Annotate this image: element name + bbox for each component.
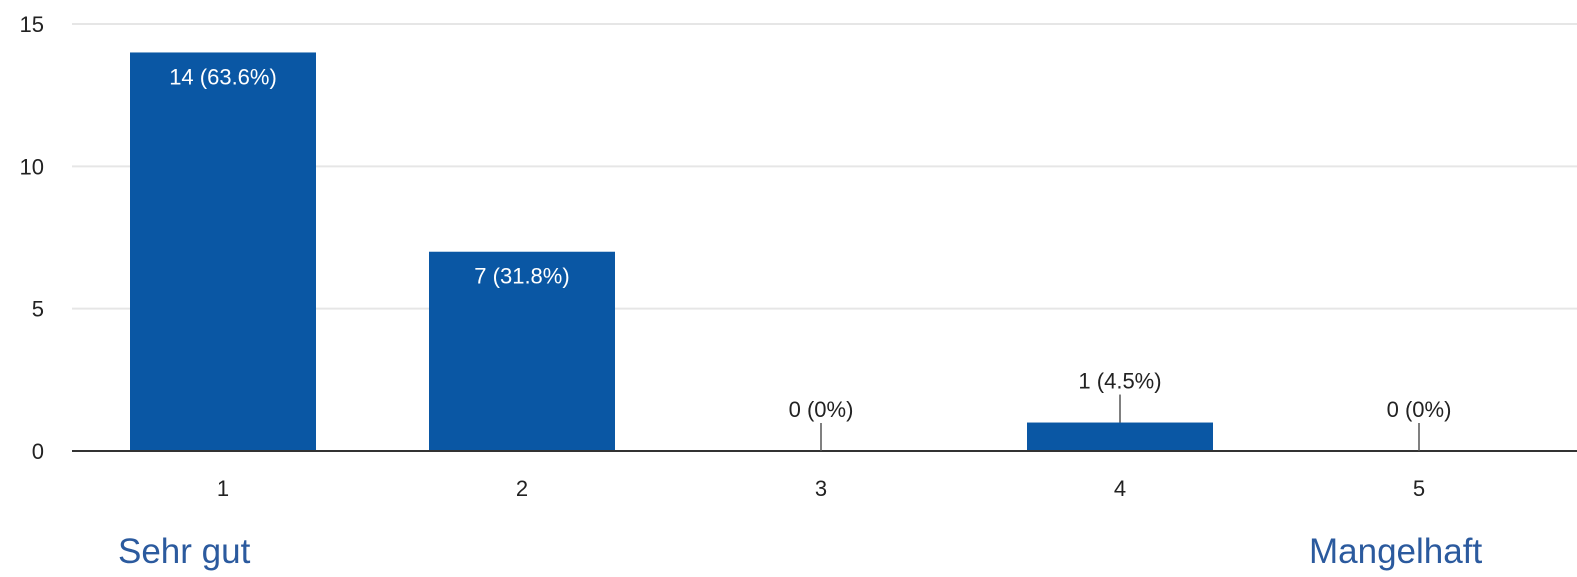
data-label: 1 (4.5%)	[1078, 369, 1161, 394]
x-tick-label: 3	[815, 476, 827, 501]
y-tick-label: 10	[20, 154, 44, 179]
x-tick-label: 1	[217, 476, 229, 501]
bars	[130, 52, 1213, 451]
scale-low-label: Sehr gut	[118, 532, 251, 571]
data-label: 7 (31.8%)	[474, 264, 569, 289]
bar	[130, 52, 316, 451]
data-label: 14 (63.6%)	[169, 64, 277, 89]
y-tick-label: 5	[32, 297, 44, 322]
x-tick-label: 5	[1413, 476, 1425, 501]
x-axis-ticks: 1 2 3 4 5	[217, 476, 1425, 501]
bar	[429, 251, 615, 451]
y-axis-ticks: 0 5 10 15	[20, 12, 44, 464]
scale-high-label: Mangelhaft	[1309, 532, 1483, 571]
grid-lines	[72, 23, 1577, 310]
y-tick-label: 0	[32, 439, 44, 464]
bar	[1027, 422, 1213, 451]
data-labels: 14 (63.6%) 7 (31.8%) 0 (0%) 1 (4.5%) 0 (0%)	[169, 64, 1451, 451]
x-tick-label: 4	[1114, 476, 1126, 501]
y-tick-label: 15	[20, 12, 44, 37]
data-label: 0 (0%)	[789, 397, 854, 422]
data-label: 0 (0%)	[1387, 397, 1452, 422]
x-tick-label: 2	[516, 476, 528, 501]
